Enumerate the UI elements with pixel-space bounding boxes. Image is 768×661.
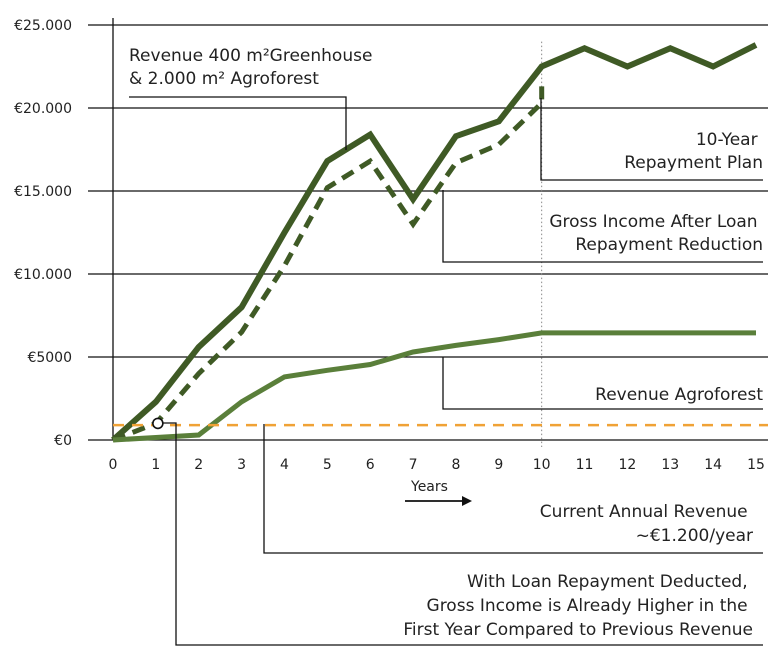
- x-tick-label: 14: [704, 457, 722, 473]
- agro-leader: [442, 357, 763, 410]
- annotation-line: Gross Income is Already Higher in the: [427, 596, 748, 616]
- series-greenhouse-line: [111, 42, 758, 443]
- x-tick-label: 11: [576, 457, 594, 473]
- y-grid: [88, 24, 768, 441]
- annotation-leaders: [129, 96, 763, 646]
- annotation-line: Repayment Plan: [624, 153, 763, 173]
- first-year-marker: [152, 417, 164, 430]
- repayment-leader: [540, 98, 763, 181]
- greenhouse-leader: [129, 96, 347, 150]
- y-tick-label: €20.000: [14, 101, 72, 117]
- x-tick-label: 3: [237, 457, 246, 473]
- x-tick-label: 2: [194, 457, 203, 473]
- series-gross-income-line: [112, 86, 545, 443]
- annotation-gross-income: Gross Income After Loan Repayment Reduct…: [549, 212, 763, 255]
- annotation-line: Current Annual Revenue: [540, 502, 748, 522]
- firstyear-leader: [163, 422, 763, 646]
- series-agroforest-line: [112, 330, 756, 443]
- annotation-agroforest: Revenue Agroforest: [595, 385, 763, 405]
- annotation-repayment: 10-Year Repayment Plan: [624, 130, 763, 173]
- x-tick-label: 5: [323, 457, 332, 473]
- x-tick-label: 8: [451, 457, 460, 473]
- annotation-line: Revenue 400 m²Greenhouse: [129, 46, 372, 66]
- y-tick-label: €5000: [27, 350, 72, 366]
- x-tick-label: 15: [747, 457, 765, 473]
- x-tick-label: 1: [151, 457, 160, 473]
- x-axis-ticks: 0 1 2 3 4 5 6 7 8 9 10 11 12 13 14 15: [109, 457, 765, 473]
- current-leader: [263, 424, 763, 554]
- annotation-greenhouse: Revenue 400 m²Greenhouse & 2.000 m² Agro…: [129, 46, 378, 89]
- y-axis-ticks: €0 €5000 €10.000 €15.000 €20.000 €25.000: [14, 18, 72, 449]
- x-tick-label: 4: [280, 457, 289, 473]
- x-tick-label: 9: [494, 457, 503, 473]
- x-tick-label: 0: [109, 457, 118, 473]
- annotation-line: With Loan Repayment Deducted,: [467, 572, 748, 592]
- y-tick-label: €15.000: [14, 184, 72, 200]
- annotation-first-year: With Loan Repayment Deducted, Gross Inco…: [403, 572, 753, 640]
- x-tick-label: 7: [409, 457, 418, 473]
- y-tick-label: €25.000: [14, 18, 72, 34]
- y-tick-label: €10.000: [14, 267, 72, 283]
- annotation-line: Gross Income After Loan: [549, 212, 757, 232]
- x-tick-label: 13: [661, 457, 679, 473]
- x-tick-label: 12: [618, 457, 636, 473]
- gross-leader: [442, 190, 763, 263]
- annotation-current-revenue: Current Annual Revenue ~€1.200/year: [540, 502, 753, 546]
- annotation-line: First Year Compared to Previous Revenue: [403, 620, 753, 640]
- annotation-line: Repayment Reduction: [575, 235, 763, 255]
- annotation-line: & 2.000 m² Agroforest: [129, 69, 319, 89]
- annotation-line: Revenue Agroforest: [595, 385, 763, 405]
- x-tick-label: 10: [533, 457, 551, 473]
- x-axis-label: Years: [410, 479, 448, 495]
- annotation-line: 10-Year: [696, 130, 758, 150]
- series-lines: [111, 42, 768, 443]
- y-tick-label: €0: [54, 433, 72, 449]
- annotation-line: ~€1.200/year: [636, 526, 753, 546]
- x-tick-label: 6: [366, 457, 375, 473]
